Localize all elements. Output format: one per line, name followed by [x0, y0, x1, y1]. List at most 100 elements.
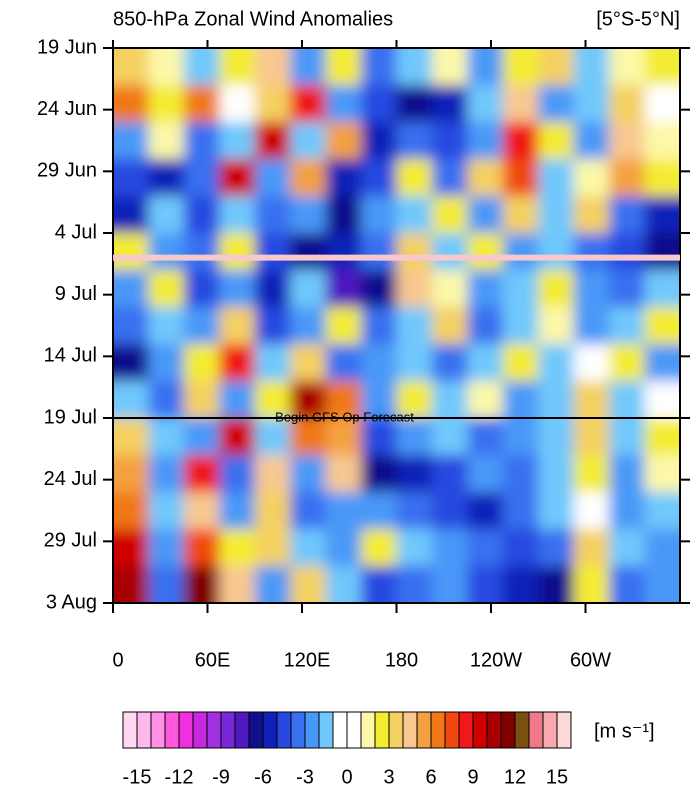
cell [644, 270, 680, 308]
cell [183, 196, 220, 234]
cell [609, 122, 646, 160]
cell [467, 529, 504, 567]
colorbar-box [360, 711, 376, 749]
colorbar-label: 12 [504, 766, 526, 788]
cell [609, 270, 646, 308]
cell [361, 492, 397, 530]
cell [148, 307, 185, 345]
cell [396, 85, 433, 123]
cell [183, 233, 220, 271]
cell [431, 48, 468, 86]
colorbar-box [318, 711, 334, 749]
cell [219, 344, 256, 382]
cell [113, 492, 149, 530]
colorbar-label: 0 [341, 766, 352, 788]
cell [644, 196, 680, 234]
cell [538, 418, 575, 456]
y-tick-label: 29 Jun [37, 160, 97, 182]
cell [361, 566, 397, 603]
cell [254, 159, 291, 197]
cell [609, 85, 646, 123]
cell [325, 381, 362, 419]
cell [148, 344, 185, 382]
cell [609, 48, 646, 86]
cell [573, 270, 610, 308]
colorbar-box [178, 711, 194, 749]
colorbar-label: -6 [254, 766, 272, 788]
cell [148, 566, 185, 603]
cell [290, 418, 327, 456]
colorbar-box [542, 711, 558, 749]
cell [254, 85, 291, 123]
colorbar-box [150, 711, 166, 749]
cell [183, 344, 220, 382]
cell [290, 85, 327, 123]
cell [254, 270, 291, 308]
cell [502, 344, 539, 382]
cell [219, 122, 256, 160]
cell [502, 233, 539, 271]
cell [325, 566, 362, 603]
colorbar-box [514, 711, 530, 749]
cell [502, 196, 539, 234]
cell [538, 344, 575, 382]
colorbar-label: -15 [123, 766, 152, 788]
cell [573, 492, 610, 530]
cell [361, 307, 397, 345]
cell [325, 492, 362, 530]
colorbar-box [500, 711, 516, 749]
cell [113, 159, 149, 197]
cell [325, 529, 362, 567]
cell [502, 122, 539, 160]
cell [219, 492, 256, 530]
colorbar-label: -12 [165, 766, 194, 788]
y-tick-label: 24 Jun [37, 98, 97, 120]
cell [113, 270, 149, 308]
cell [148, 418, 185, 456]
cell [431, 85, 468, 123]
cell [467, 196, 504, 234]
cell [219, 381, 256, 419]
cell [467, 48, 504, 86]
cell [431, 122, 468, 160]
cell [467, 344, 504, 382]
colorbar-box [164, 711, 180, 749]
cell [113, 455, 149, 493]
colorbar-box [528, 711, 544, 749]
cell [609, 492, 646, 530]
cell [325, 48, 362, 86]
cell [219, 196, 256, 234]
colorbar-box [346, 711, 362, 749]
cell [573, 344, 610, 382]
cell [502, 270, 539, 308]
cell [396, 492, 433, 530]
cell [183, 381, 220, 419]
cell [502, 455, 539, 493]
cell [183, 418, 220, 456]
cell [573, 233, 610, 271]
cell [609, 455, 646, 493]
cell [644, 85, 680, 123]
cell [361, 48, 397, 86]
colorbar-box [556, 711, 572, 749]
cell [502, 381, 539, 419]
cell [361, 381, 397, 419]
cell [538, 85, 575, 123]
cell [290, 233, 327, 271]
cell [361, 196, 397, 234]
cell [219, 233, 256, 271]
cell [290, 492, 327, 530]
cell [396, 529, 433, 567]
y-tick-label: 24 Jul [44, 468, 97, 490]
cell [183, 159, 220, 197]
cell [396, 381, 433, 419]
cell [502, 85, 539, 123]
cell [183, 48, 220, 86]
cell [361, 233, 397, 271]
cell [609, 196, 646, 234]
cell [148, 529, 185, 567]
cell [148, 492, 185, 530]
cell [467, 492, 504, 530]
colorbar-box [136, 711, 152, 749]
colorbar-box [458, 711, 474, 749]
